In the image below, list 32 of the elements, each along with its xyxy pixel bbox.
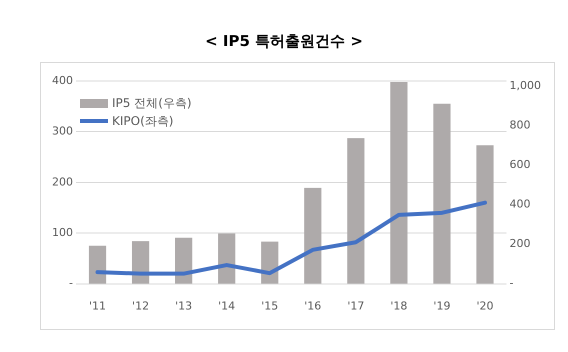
y2-tick-label: 800: [510, 118, 531, 132]
y2-tick-label: 1,000: [510, 78, 542, 92]
y2-tick-label: 400: [510, 198, 531, 211]
legend-label: IP5 전체(우측): [112, 94, 192, 112]
chart-title: < IP5 특허출원건수 >: [204, 32, 364, 51]
y-tick-label: 300: [52, 124, 73, 138]
y-tick-label: 100: [52, 226, 73, 239]
y-tick-label: 400: [52, 74, 73, 87]
bar: [304, 188, 322, 284]
x-tick-label: '13: [175, 299, 192, 312]
x-tick-label: '17: [347, 299, 364, 312]
x-tick-label: '11: [89, 299, 106, 312]
bar: [476, 145, 494, 284]
x-tick-label: '16: [304, 299, 322, 312]
bar: [390, 82, 408, 284]
y2-tick-label: 200: [510, 237, 531, 250]
bar: [218, 234, 236, 284]
x-tick-label: '18: [390, 299, 408, 312]
x-tick-label: '12: [132, 299, 150, 312]
bar: [88, 246, 106, 284]
bar: [175, 238, 192, 284]
bar: [433, 104, 451, 284]
x-tick-label: '15: [261, 299, 278, 312]
y-tick-label: 200: [52, 175, 73, 188]
x-tick-label: '20: [476, 299, 494, 312]
x-tick-label: '14: [218, 299, 236, 312]
x-tick-label: '19: [433, 299, 450, 312]
y2-tick-label: -: [510, 276, 514, 290]
y2-tick-label: 600: [510, 158, 531, 171]
legend-label: KIPO(좌측): [112, 112, 174, 130]
bar: [347, 138, 364, 284]
y-tick-label: -: [69, 276, 74, 290]
